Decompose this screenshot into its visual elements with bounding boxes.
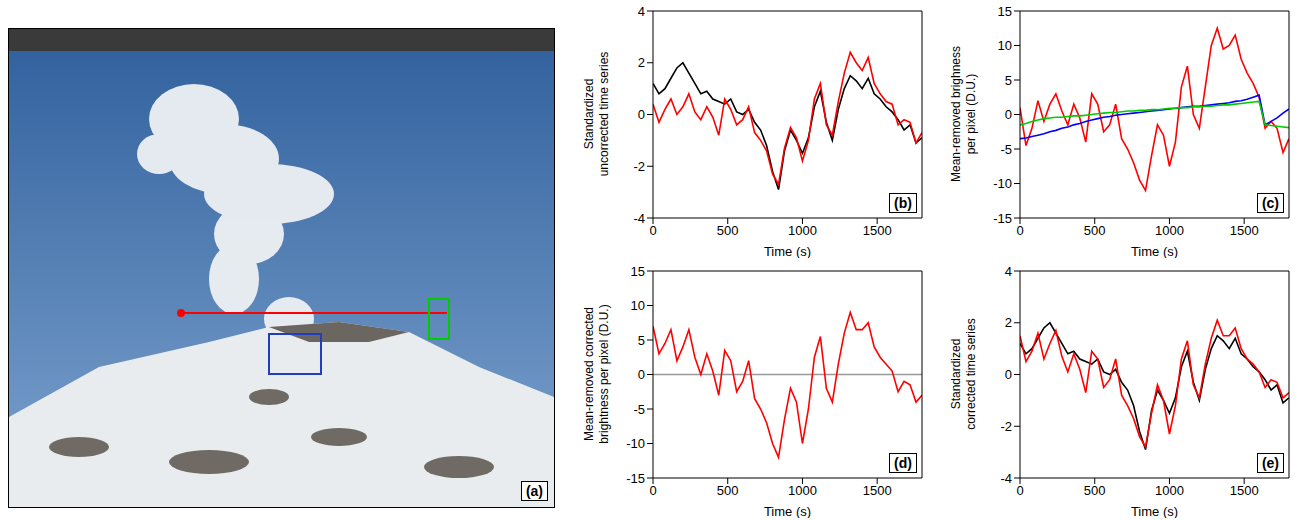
svg-text:500: 500 <box>717 223 739 238</box>
svg-text:-2: -2 <box>633 159 645 174</box>
svg-text:2: 2 <box>638 55 645 70</box>
html-text:per pixel (D.U.): per pixel (D.U.) <box>964 73 978 155</box>
svg-text:500: 500 <box>1084 223 1106 238</box>
svg-text:2: 2 <box>1005 315 1012 330</box>
html-text:Standardized: Standardized <box>949 338 963 410</box>
svg-text:1500: 1500 <box>863 483 892 498</box>
svg-text:1000: 1000 <box>1155 483 1184 498</box>
svg-text:1000: 1000 <box>788 223 817 238</box>
html-text:(b): (b) <box>894 195 912 211</box>
svg-text:0: 0 <box>1005 107 1012 122</box>
html-text:(d): (d) <box>894 455 912 471</box>
svg-text:Time (s): Time (s) <box>1131 504 1178 518</box>
svg-text:15: 15 <box>631 264 645 279</box>
svg-text:1500: 1500 <box>863 223 892 238</box>
svg-text:0: 0 <box>1016 483 1023 498</box>
svg-text:0: 0 <box>638 367 645 382</box>
svg-text:1500: 1500 <box>1230 483 1259 498</box>
svg-text:0: 0 <box>638 107 645 122</box>
svg-text:5: 5 <box>1005 73 1012 88</box>
svg-text:-4: -4 <box>1000 471 1012 486</box>
svg-text:-15: -15 <box>993 211 1012 226</box>
svg-text:500: 500 <box>1084 483 1106 498</box>
svg-text:-5: -5 <box>1000 142 1012 157</box>
svg-text:0: 0 <box>649 223 656 238</box>
svg-text:1000: 1000 <box>788 483 817 498</box>
svg-text:500: 500 <box>717 483 739 498</box>
svg-text:15: 15 <box>998 4 1012 19</box>
html-text:(e): (e) <box>1261 455 1279 471</box>
svg-text:4: 4 <box>1005 264 1012 279</box>
svg-text:-5: -5 <box>633 402 645 417</box>
svg-text:10: 10 <box>631 298 645 313</box>
html-text:(a): (a) <box>525 483 543 499</box>
svg-text:4: 4 <box>638 4 645 19</box>
html-text:Mean-removed brighness: Mean-removed brighness <box>949 46 963 182</box>
svg-text:0: 0 <box>649 483 656 498</box>
svg-text:0: 0 <box>1016 223 1023 238</box>
svg-text:-15: -15 <box>626 471 645 486</box>
svg-text:Time (s): Time (s) <box>764 504 811 518</box>
svg-text:1500: 1500 <box>1230 223 1259 238</box>
html-text:corrected time series: corrected time series <box>964 318 978 430</box>
svg-text:10: 10 <box>998 38 1012 53</box>
svg-text:-10: -10 <box>626 436 645 451</box>
html-text:uncorrected time series: uncorrected time series <box>597 51 611 177</box>
svg-text:-2: -2 <box>1000 419 1012 434</box>
svg-text:Time (s): Time (s) <box>764 244 811 258</box>
html-text:Standardized: Standardized <box>582 78 596 150</box>
svg-text:5: 5 <box>638 333 645 348</box>
html-text:(c): (c) <box>1261 195 1279 211</box>
html-text:brightness per pixel (D.U.): brightness per pixel (D.U.) <box>597 304 611 444</box>
html-text:Mean-removed corrected: Mean-removed corrected <box>582 307 596 441</box>
svg-text:1000: 1000 <box>1155 223 1184 238</box>
svg-text:-4: -4 <box>633 211 645 226</box>
svg-text:Time (s): Time (s) <box>1131 244 1178 258</box>
svg-text:0: 0 <box>1005 367 1012 382</box>
svg-text:-10: -10 <box>993 176 1012 191</box>
